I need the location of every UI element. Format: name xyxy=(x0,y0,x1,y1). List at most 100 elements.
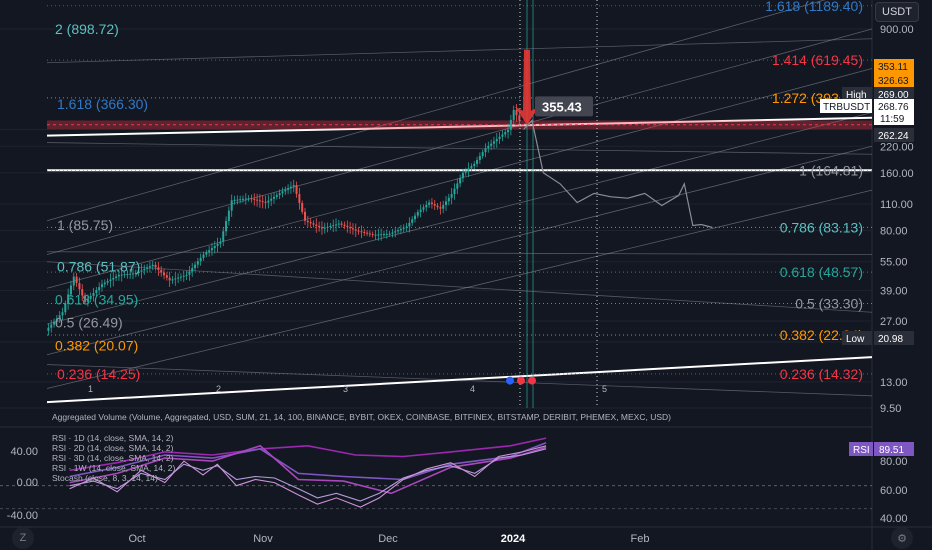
candle-body xyxy=(95,290,98,294)
candle-body xyxy=(247,198,250,200)
candle-body xyxy=(109,279,112,282)
candle-body xyxy=(484,148,487,153)
price-tag-label: 326.63 xyxy=(878,76,909,87)
candle-body xyxy=(256,199,259,201)
countdown-label: 11:59 xyxy=(880,114,905,125)
candle-body xyxy=(320,227,323,229)
volume-legend: Aggregated Volume (Volume, Aggregated, U… xyxy=(52,412,671,422)
candle-body xyxy=(182,275,185,277)
zoom-button[interactable]: Z xyxy=(12,527,34,549)
candle-body xyxy=(241,198,244,200)
candle-body xyxy=(140,270,143,272)
y-tick-label: 160.00 xyxy=(880,168,914,180)
candle-body xyxy=(84,295,87,302)
fib-right-label: 1.414 (619.45) xyxy=(772,52,863,68)
candle-body xyxy=(132,273,134,275)
flash-icon xyxy=(506,376,514,385)
candle-body xyxy=(335,224,338,226)
candle-body xyxy=(106,281,109,283)
rsi-name-label: RSI xyxy=(853,445,870,456)
candle-body xyxy=(490,143,493,146)
candle-body xyxy=(507,129,510,133)
price-tag-label: 262.24 xyxy=(878,131,909,142)
candle-body xyxy=(309,222,312,224)
candle-body xyxy=(75,276,78,283)
candle-body xyxy=(476,160,479,164)
candle-body xyxy=(298,194,301,203)
indicator-legend-item: Stocash (close, 8, 3, 14, 14) xyxy=(52,473,158,483)
price-tag-bg xyxy=(842,87,872,101)
candle-body xyxy=(360,231,363,233)
candle-body xyxy=(143,268,146,271)
candle-body xyxy=(366,232,369,234)
candle-body xyxy=(86,298,89,302)
candle-body xyxy=(191,268,194,272)
candle-body xyxy=(216,243,219,246)
symbol-tag-label: TRBUSDT xyxy=(823,102,870,113)
candle-body xyxy=(450,194,453,198)
price-tag-bg xyxy=(874,128,914,142)
symbol-tag-bg xyxy=(820,99,872,113)
candle-body xyxy=(89,295,92,299)
candle-body xyxy=(464,170,467,173)
price-tag-label: Low xyxy=(846,334,865,345)
candle-body xyxy=(134,273,137,275)
candle-body xyxy=(306,220,309,223)
candle-body xyxy=(160,269,163,273)
candle-body xyxy=(264,201,267,203)
candle-body xyxy=(98,287,101,291)
currency-button[interactable]: USDT xyxy=(875,2,919,22)
candle-body xyxy=(492,141,495,144)
candle-body xyxy=(58,315,61,319)
candle-body xyxy=(92,293,95,296)
channel-line xyxy=(46,189,873,389)
fib-right-label: 1 (164.81) xyxy=(799,162,863,178)
fib-right-label: 0.236 (14.32) xyxy=(780,366,863,382)
candle-body xyxy=(501,134,504,137)
y-tick-label: 55.00 xyxy=(880,257,908,269)
candle-body xyxy=(425,204,428,208)
y-tick-label: 110.00 xyxy=(880,199,913,211)
candle-body xyxy=(168,277,171,281)
candle-body xyxy=(53,321,56,325)
channel-line xyxy=(46,0,826,222)
candle-body xyxy=(250,198,253,200)
candle-body xyxy=(199,257,202,262)
candle-body xyxy=(126,273,129,275)
y-tick-label: 900.00 xyxy=(880,24,914,36)
gear-icon[interactable]: ⚙ xyxy=(891,527,913,549)
candle-body xyxy=(402,227,405,229)
candle-body xyxy=(374,234,377,236)
channel-line xyxy=(46,28,873,255)
trend-line xyxy=(46,38,873,64)
candle-body xyxy=(278,193,281,196)
candle-body xyxy=(69,285,72,295)
indicator-right-tick: 80.00 xyxy=(880,456,908,468)
candle-body xyxy=(301,202,304,212)
candle-body xyxy=(244,198,247,200)
x-tick-label: Dec xyxy=(378,533,398,545)
candle-body xyxy=(340,223,343,225)
candle-body xyxy=(267,200,270,203)
candle-body xyxy=(151,264,154,267)
fib-left-label: 1 (85.75) xyxy=(57,217,113,233)
fib-left-label: 0.5 (26.49) xyxy=(55,315,123,331)
candle-body xyxy=(123,274,126,276)
wave-label: 2 xyxy=(216,384,221,394)
candle-body xyxy=(287,188,290,190)
candle-body xyxy=(171,279,174,281)
candle-body xyxy=(470,166,473,169)
candle-body xyxy=(439,207,442,209)
indicator-left-tick: 40.00 xyxy=(10,446,38,458)
y-tick-label: 9.50 xyxy=(880,403,901,415)
candle-body xyxy=(419,209,422,212)
price-tag-bg xyxy=(874,59,914,73)
candle-body xyxy=(478,156,481,161)
fib-right-label: 1.618 (1189.40) xyxy=(765,0,863,14)
fib-right-label: 0.5 (33.30) xyxy=(795,296,863,312)
candle-body xyxy=(318,225,321,228)
candle-body xyxy=(481,152,484,157)
rsi-value-label: 89.51 xyxy=(879,445,904,456)
candle-body xyxy=(225,220,228,232)
